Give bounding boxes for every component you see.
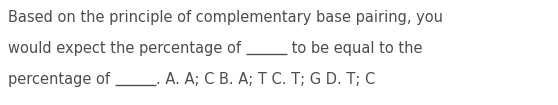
Text: Based on the principle of complementary base pairing, you: Based on the principle of complementary … [8, 10, 443, 25]
Text: to be equal to the: to be equal to the [287, 41, 423, 56]
Text: . A. A; C B. A; T C. T; G D. T; C: . A. A; C B. A; T C. T; G D. T; C [156, 72, 376, 87]
Text: would expect the percentage of: would expect the percentage of [8, 41, 246, 56]
Text: percentage of: percentage of [8, 72, 114, 87]
